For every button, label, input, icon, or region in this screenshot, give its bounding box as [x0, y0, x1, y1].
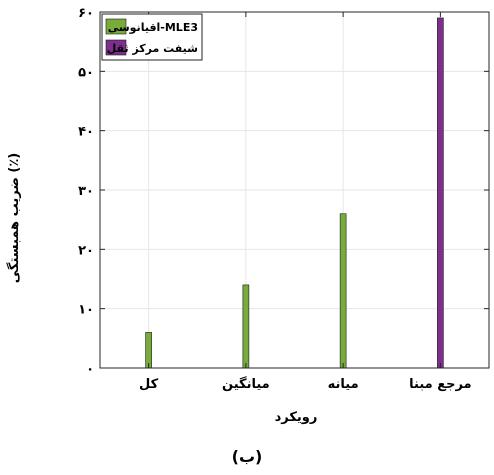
bars [145, 17, 444, 369]
y-tick-labels: ۰ ۱۰ ۲۰ ۳۰ ۴۰ ۵۰ ۶۰ [78, 6, 94, 377]
grid-lines [100, 12, 489, 368]
y-tick-label: ۵۰ [78, 65, 94, 80]
x-tick-label: کل [139, 377, 159, 392]
x-tick-label: میانه [328, 377, 359, 392]
y-tick-label: ۴۰ [78, 125, 94, 140]
bar-mle3-0 [145, 332, 152, 369]
legend-label-1: شیفت مرکز ثقل [107, 42, 198, 55]
y-tick-label: ۲۰ [78, 243, 94, 258]
y-tick-label: ۱۰ [78, 303, 94, 318]
legend: اقیانوسی-MLE3 شیفت مرکز ثقل [101, 13, 203, 61]
legend-swatch-1 [105, 39, 127, 56]
x-tick-label: میانگین [222, 376, 270, 392]
y-tick-label: ۶۰ [78, 6, 94, 21]
x-tick-labels: کل میانگین میانه مرجع مبنا [139, 376, 472, 392]
bar-centroid-shift-3 [437, 17, 444, 369]
y-tick-label: ۳۰ [78, 184, 94, 199]
figure-caption: (ب) [232, 447, 263, 466]
bar-mle3-2 [339, 213, 347, 369]
legend-swatch-0 [105, 18, 127, 35]
x-axis-label: رویکرد [275, 410, 318, 425]
y-axis-label: ضریب همبستگی (٪) [6, 153, 22, 283]
y-tick-label: ۰ [86, 362, 94, 377]
x-tick-label: مرجع مبنا [409, 377, 471, 392]
bar-mle3-1 [242, 284, 250, 369]
axes [99, 11, 490, 369]
legend-label-0: اقیانوسی-MLE3 [108, 21, 198, 34]
